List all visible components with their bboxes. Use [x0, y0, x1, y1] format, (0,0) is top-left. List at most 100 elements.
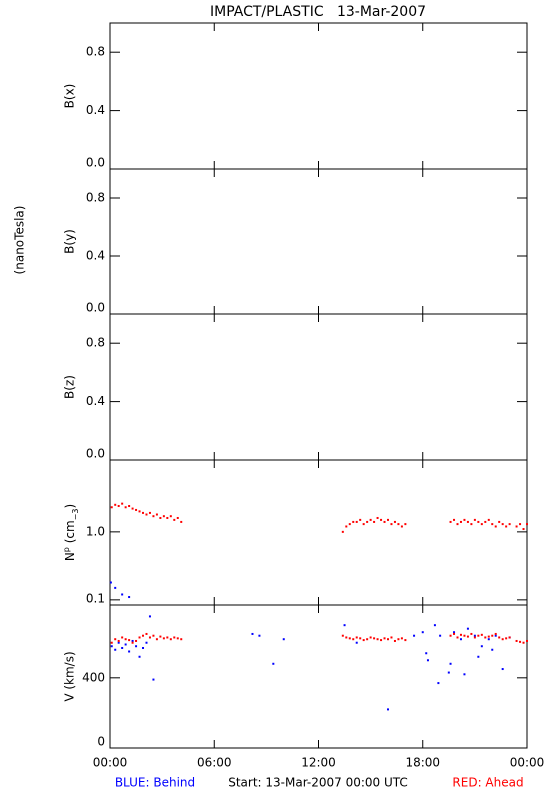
x-tick-label: 06:00 — [197, 756, 232, 770]
data-point — [148, 615, 151, 618]
legend-behind: BLUE: Behind — [115, 776, 195, 790]
data-point — [131, 507, 134, 510]
data-point — [477, 634, 480, 637]
data-point — [470, 632, 473, 635]
y-tick-label: 0.8 — [86, 336, 105, 350]
data-point — [397, 523, 400, 526]
data-point — [387, 638, 389, 641]
data-point — [501, 638, 504, 641]
data-point — [473, 518, 476, 521]
data-point — [169, 638, 172, 641]
data-point — [114, 503, 117, 506]
data-point — [508, 636, 511, 639]
data-point — [494, 632, 497, 635]
data-point — [473, 636, 476, 639]
data-point — [494, 525, 497, 528]
data-point — [362, 639, 365, 642]
data-point — [142, 511, 145, 514]
data-point — [491, 523, 494, 526]
data-point — [352, 638, 355, 641]
data-point — [251, 632, 254, 635]
data-point — [148, 636, 151, 639]
data-point — [484, 520, 487, 523]
data-point — [453, 518, 456, 521]
data-point — [117, 505, 120, 508]
data-point — [345, 525, 348, 528]
data-point — [155, 513, 158, 516]
unit-label: (nanoTesla) — [13, 206, 27, 275]
data-point — [449, 520, 452, 523]
data-point — [109, 581, 112, 584]
data-point — [400, 525, 403, 528]
data-point — [114, 586, 117, 589]
y-tick-label: 0 — [97, 735, 105, 749]
data-point — [117, 639, 120, 642]
data-point — [145, 641, 148, 644]
start-label: Start: 13-Mar-2007 00:00 UTC — [228, 776, 408, 790]
data-point — [159, 635, 162, 638]
data-point — [355, 641, 358, 644]
y-axis-label-part: −3 — [71, 509, 80, 521]
data-point — [110, 506, 113, 509]
data-point — [491, 648, 494, 651]
y-tick-label: 0.1 — [86, 592, 105, 606]
data-point — [494, 634, 497, 637]
data-point — [477, 655, 480, 658]
data-point — [463, 518, 466, 521]
data-point — [376, 638, 379, 641]
data-point — [526, 639, 528, 642]
data-point — [138, 510, 141, 513]
data-point — [359, 518, 362, 521]
data-point — [145, 632, 148, 635]
data-point — [425, 652, 428, 655]
data-point — [463, 634, 466, 637]
data-point — [366, 638, 369, 641]
data-point — [456, 636, 459, 639]
data-point — [404, 523, 407, 526]
data-point — [124, 643, 127, 646]
data-point — [470, 523, 473, 526]
y-axis-label-part: N — [63, 552, 77, 561]
data-point — [487, 638, 490, 641]
data-point — [121, 636, 124, 639]
data-point — [433, 624, 436, 627]
data-point — [393, 520, 396, 523]
data-point — [145, 513, 148, 516]
data-point — [135, 508, 138, 511]
data-point — [515, 525, 518, 528]
data-point — [176, 516, 179, 519]
data-point — [480, 633, 483, 636]
data-point — [142, 634, 145, 637]
data-point — [343, 624, 346, 627]
data-point — [110, 641, 113, 644]
y-tick-label: 0.4 — [86, 249, 105, 263]
data-point — [155, 638, 158, 641]
data-point — [114, 648, 117, 651]
data-point — [376, 516, 379, 519]
data-point — [162, 515, 165, 518]
y-tick-label: 0.8 — [86, 45, 105, 59]
data-point — [345, 636, 348, 639]
y-axis-label: B(x) — [63, 84, 77, 109]
data-point — [491, 634, 494, 637]
data-point — [426, 659, 429, 662]
data-point — [498, 520, 501, 523]
y-tick-label: 0.8 — [86, 191, 105, 205]
panel-frame — [109, 604, 528, 749]
data-point — [173, 636, 176, 639]
y-axis-label-part: p — [62, 547, 71, 552]
data-point — [459, 633, 462, 636]
x-tick-label: 00:00 — [93, 756, 128, 770]
data-point — [480, 645, 483, 648]
data-point — [453, 632, 456, 635]
data-point — [519, 640, 522, 643]
y-axis-label: B(y) — [63, 229, 77, 254]
data-point — [152, 678, 155, 681]
data-point — [373, 520, 376, 523]
data-point — [135, 645, 138, 648]
data-point — [180, 638, 183, 641]
data-point — [515, 639, 518, 642]
data-point — [484, 636, 487, 639]
data-point — [466, 520, 469, 523]
